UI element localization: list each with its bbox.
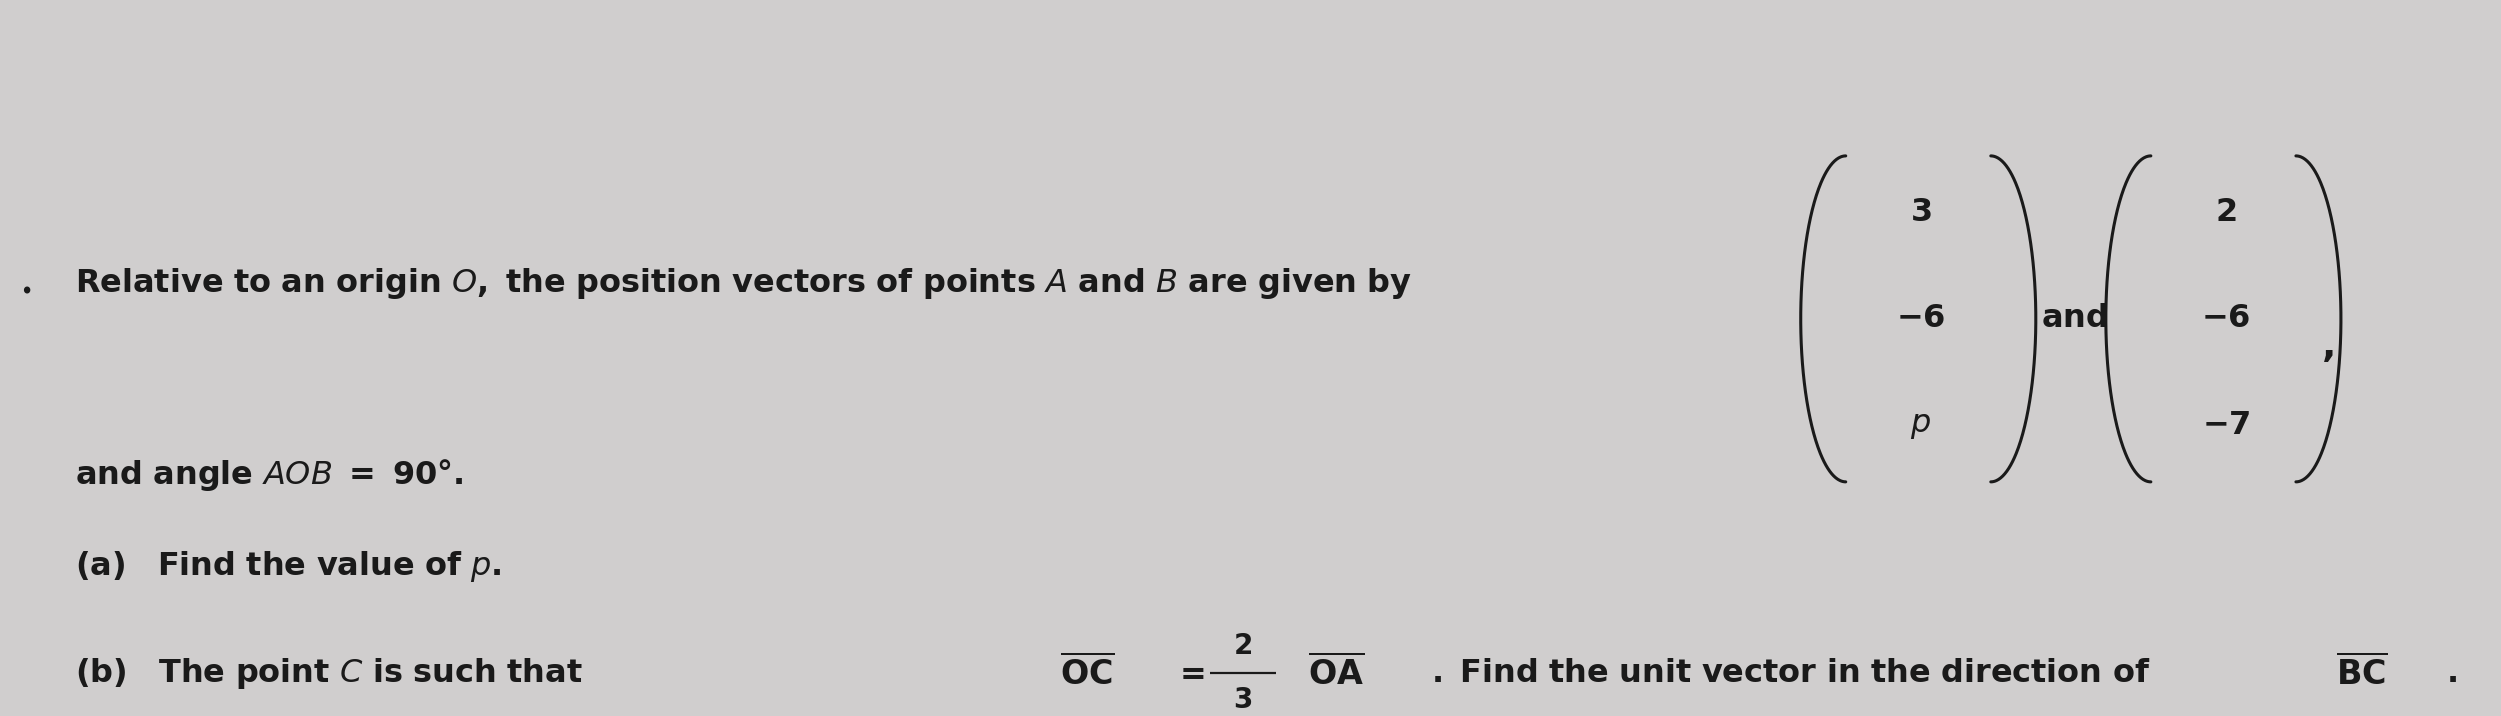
Text: $\mathbf{3}$: $\mathbf{3}$ xyxy=(1233,686,1253,714)
Text: $\mathbf{2}$: $\mathbf{2}$ xyxy=(1233,632,1253,660)
Text: $\mathit{p}$: $\mathit{p}$ xyxy=(1911,410,1931,440)
Text: $\mathbf{-7}$: $\mathbf{-7}$ xyxy=(2201,410,2251,440)
Text: $\mathbf{and\ angle}\ \mathit{AOB}\mathbf{\ =\ 90°.}$: $\mathbf{and\ angle}\ \mathit{AOB}\mathb… xyxy=(75,457,463,493)
Text: $\mathbf{-6}$: $\mathbf{-6}$ xyxy=(2201,304,2251,334)
Text: .: . xyxy=(20,266,33,301)
Text: $\mathbf{Relative\ to\ an\ origin}\ \mathit{O}\mathbf{,\ the\ position\ vectors\: $\mathbf{Relative\ to\ an\ origin}\ \mat… xyxy=(75,266,1413,301)
Text: $\mathbf{=}$: $\mathbf{=}$ xyxy=(1173,658,1205,689)
Text: $\mathbf{.\ Find\ the\ unit\ vector\ in\ the\ direction\ of}$: $\mathbf{.\ Find\ the\ unit\ vector\ in\… xyxy=(1431,658,2151,689)
Text: $\mathbf{\overline{OA}}$: $\mathbf{\overline{OA}}$ xyxy=(1308,654,1363,692)
Text: $\mathbf{\overline{BC}}$: $\mathbf{\overline{BC}}$ xyxy=(2336,654,2388,692)
Text: $\mathbf{.}$: $\mathbf{.}$ xyxy=(2446,658,2456,689)
Text: $\mathbf{and}$: $\mathbf{and}$ xyxy=(2041,304,2108,334)
Text: $\mathbf{\overline{OC}}$: $\mathbf{\overline{OC}}$ xyxy=(1060,654,1115,692)
Text: $\mathbf{(a)\quad Find\ the\ value\ of}\ \mathit{p}\mathbf{.}$: $\mathbf{(a)\quad Find\ the\ value\ of}\… xyxy=(75,549,503,584)
Text: $\mathbf{3}$: $\mathbf{3}$ xyxy=(1911,197,1931,228)
Text: $\mathbf{-6}$: $\mathbf{-6}$ xyxy=(1896,304,1946,334)
Text: $\mathbf{2}$: $\mathbf{2}$ xyxy=(2216,197,2236,228)
Text: $\mathbf{,}$: $\mathbf{,}$ xyxy=(2321,329,2333,365)
Text: $\mathbf{(b)\quad The\ point}\ \mathit{C}\ \mathbf{is\ such\ that}$: $\mathbf{(b)\quad The\ point}\ \mathit{C… xyxy=(75,656,583,691)
